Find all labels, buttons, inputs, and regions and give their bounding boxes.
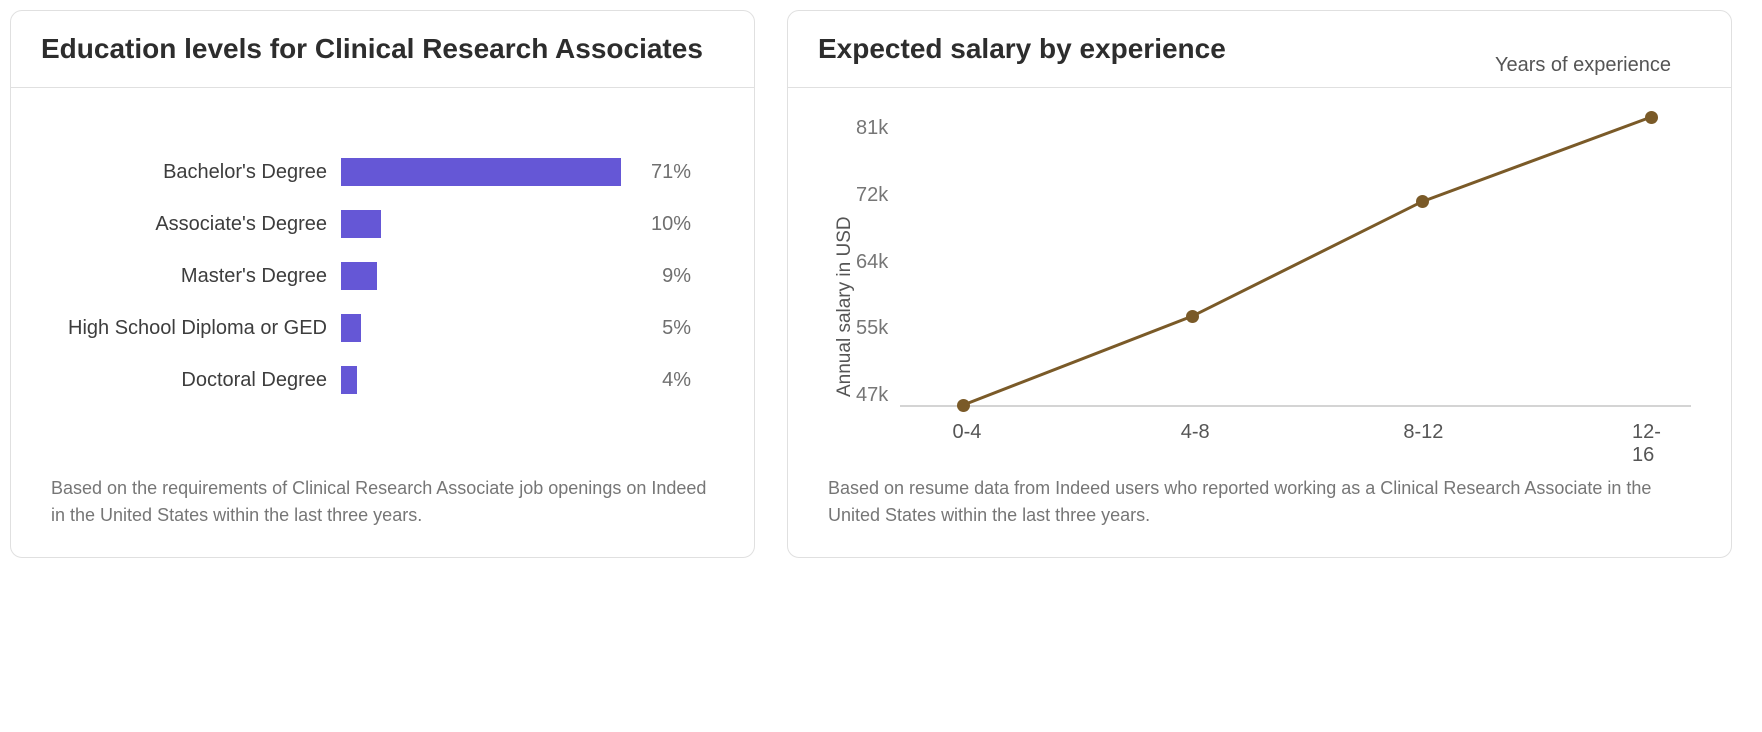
x-tick: 12-16 [1632, 421, 1671, 467]
y-tick: 81k [856, 117, 888, 140]
bar-row: Doctoral Degree 4% [51, 366, 714, 394]
bar-value: 4% [621, 369, 691, 392]
bar-row: High School Diploma or GED 5% [51, 314, 714, 342]
bar-track [341, 262, 621, 290]
bar-fill [341, 158, 621, 186]
card-footer: Based on the requirements of Clinical Re… [11, 465, 754, 557]
bar-value: 10% [621, 213, 691, 236]
data-point [1416, 195, 1429, 208]
line-chart: Annual salary in USD Years of experience… [828, 118, 1691, 455]
y-axis-title: Annual salary in USD [828, 118, 856, 455]
bar-track [341, 158, 621, 186]
bar-row: Associate's Degree 10% [51, 210, 714, 238]
bar-fill [341, 210, 381, 238]
bar-row: Bachelor's Degree 71% [51, 158, 714, 186]
bar-value: 71% [621, 161, 691, 184]
line-series [964, 117, 1652, 405]
salary-by-experience-card: Expected salary by experience Annual sal… [787, 10, 1732, 558]
bar-label: Associate's Degree [51, 213, 341, 236]
education-levels-card: Education levels for Clinical Research A… [10, 10, 755, 558]
x-axis-title: Years of experience [856, 54, 1691, 77]
bar-track [341, 210, 621, 238]
bar-value: 5% [621, 317, 691, 340]
bar-label: High School Diploma or GED [51, 317, 341, 340]
card-header: Education levels for Clinical Research A… [11, 11, 754, 88]
card-body: Annual salary in USD Years of experience… [788, 88, 1731, 465]
bar-fill [341, 366, 357, 394]
data-point [1186, 310, 1199, 323]
bar-fill [341, 314, 361, 342]
card-footer: Based on resume data from Indeed users w… [788, 465, 1731, 557]
y-tick: 64k [856, 251, 888, 274]
x-tick: 0-4 [953, 421, 982, 444]
bar-fill [341, 262, 377, 290]
y-tick: 72k [856, 184, 888, 207]
y-axis-ticks: 81k 72k 64k 55k 47k [856, 117, 900, 407]
card-title: Education levels for Clinical Research A… [41, 33, 724, 65]
bar-chart: Bachelor's Degree 71% Associate's Degree 10… [51, 158, 714, 394]
data-point [957, 399, 970, 412]
x-tick: 4-8 [1181, 421, 1210, 444]
y-tick: 47k [856, 384, 888, 407]
y-tick: 55k [856, 317, 888, 340]
card-body: Bachelor's Degree 71% Associate's Degree 10… [11, 88, 754, 465]
bar-label: Bachelor's Degree [51, 161, 341, 184]
bar-label: Master's Degree [51, 265, 341, 288]
bar-row: Master's Degree 9% [51, 262, 714, 290]
bar-track [341, 314, 621, 342]
bar-track [341, 366, 621, 394]
x-tick: 8-12 [1403, 421, 1443, 444]
data-point [1645, 111, 1658, 124]
plot-area [900, 117, 1691, 407]
bar-label: Doctoral Degree [51, 369, 341, 392]
bar-value: 9% [621, 265, 691, 288]
x-axis-ticks: 0-44-88-1212-16 [904, 421, 1691, 455]
